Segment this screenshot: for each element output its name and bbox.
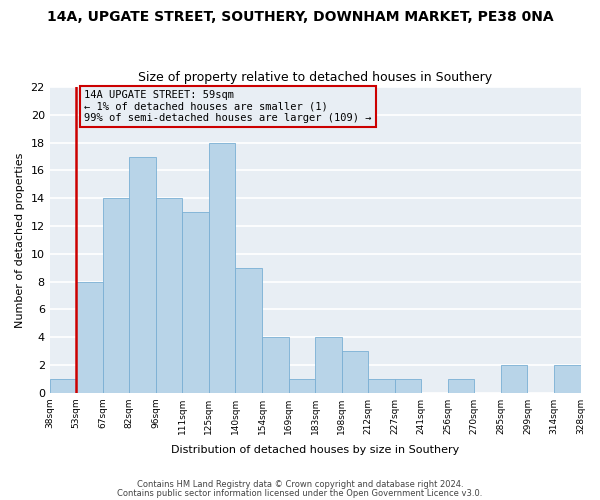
Text: 14A, UPGATE STREET, SOUTHERY, DOWNHAM MARKET, PE38 0NA: 14A, UPGATE STREET, SOUTHERY, DOWNHAM MA… [47,10,553,24]
Text: Contains public sector information licensed under the Open Government Licence v3: Contains public sector information licen… [118,488,482,498]
Bar [395,379,421,392]
Text: Contains HM Land Registry data © Crown copyright and database right 2024.: Contains HM Land Registry data © Crown c… [137,480,463,489]
Bar [50,379,76,392]
Bar [156,198,182,392]
Bar [129,156,156,392]
Bar [501,365,527,392]
Y-axis label: Number of detached properties: Number of detached properties [15,152,25,328]
Bar [448,379,475,392]
Bar [235,268,262,392]
Bar [341,351,368,393]
Bar [554,365,581,392]
Title: Size of property relative to detached houses in Southery: Size of property relative to detached ho… [138,72,492,85]
Bar [289,379,315,392]
Bar [182,212,209,392]
Text: 14A UPGATE STREET: 59sqm
← 1% of detached houses are smaller (1)
99% of semi-det: 14A UPGATE STREET: 59sqm ← 1% of detache… [84,90,371,123]
Bar [315,337,341,392]
Bar [103,198,129,392]
X-axis label: Distribution of detached houses by size in Southery: Distribution of detached houses by size … [171,445,459,455]
Bar [368,379,395,392]
Bar [76,282,103,393]
Bar [209,142,235,392]
Bar [262,337,289,392]
